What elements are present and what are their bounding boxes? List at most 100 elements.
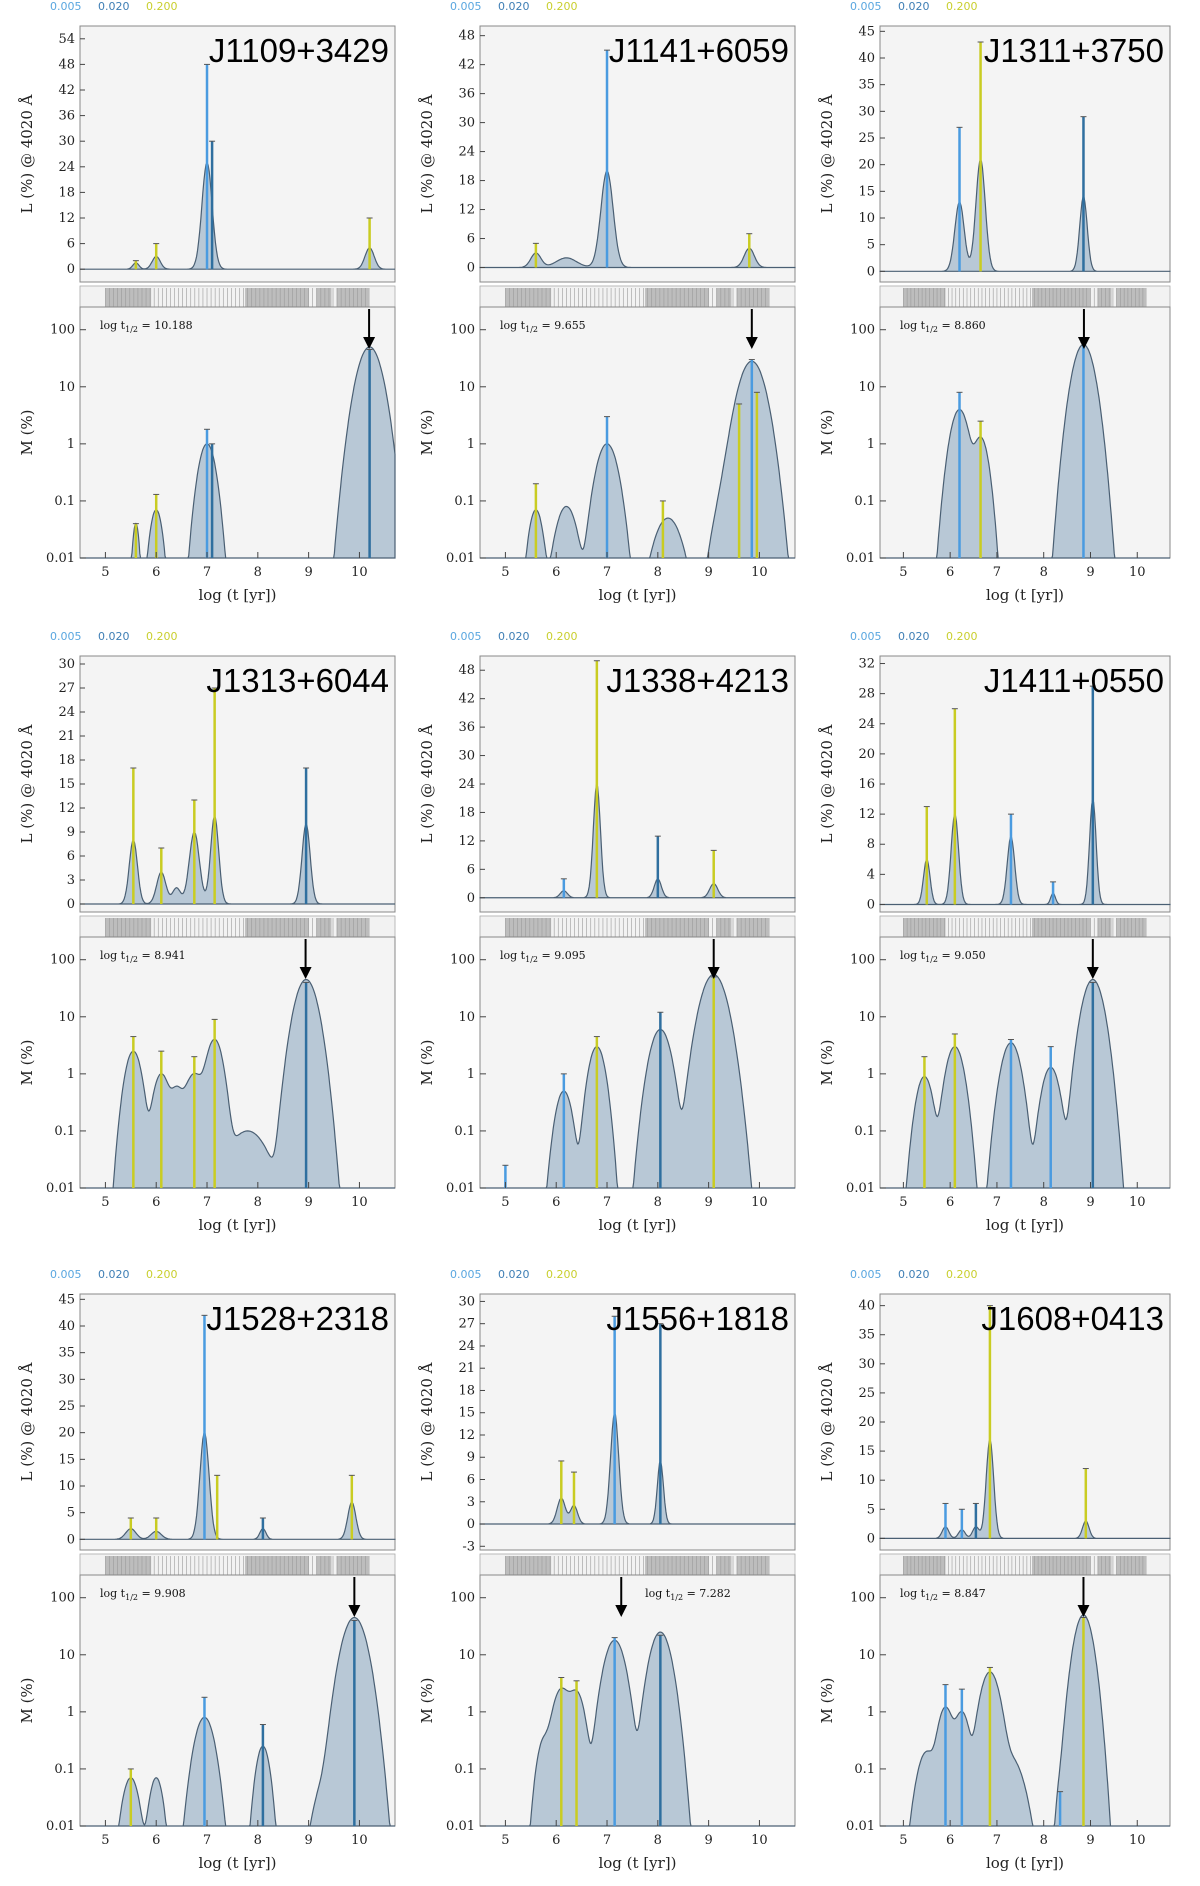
mass-ytick-label: 1: [467, 1705, 475, 1720]
light-ytick-label: 24: [458, 777, 475, 792]
light-ylabel: L (%) @ 4020 Å: [818, 724, 836, 843]
light-ytick-label: -3: [462, 1539, 475, 1554]
mass-panel-frame: [879, 306, 1171, 559]
light-ytick-label: 28: [858, 687, 875, 702]
mass-ytick-label: 0.01: [46, 1181, 75, 1196]
xtick-label: 5: [501, 1195, 509, 1210]
thalf-arrow-head: [1086, 967, 1099, 979]
light-ylabel: L (%) @ 4020 Å: [418, 724, 436, 843]
metallicity-legend-label: 0.005: [50, 0, 82, 13]
mass-ytick-label: 10: [58, 380, 75, 395]
age-band: [105, 918, 152, 938]
xtick-label: 8: [1040, 1195, 1048, 1210]
age-band: [105, 288, 152, 308]
light-ytick-label: 36: [458, 720, 475, 735]
age-band: [105, 1556, 152, 1576]
mass-ylabel: M (%): [418, 1039, 436, 1085]
light-ytick-label: 45: [58, 1292, 75, 1307]
light-ytick-label: 48: [458, 29, 475, 44]
age-band: [1097, 918, 1112, 938]
mass-ylabel: M (%): [818, 409, 836, 455]
xtick-label: 6: [152, 565, 160, 580]
light-ytick-label: 27: [58, 681, 75, 696]
mass-ytick-label: 0.01: [446, 551, 475, 566]
light-ytick-label: 21: [58, 729, 75, 744]
light-ytick-label: 30: [58, 1372, 75, 1387]
metallicity-legend-label: 0.020: [98, 0, 130, 13]
xtick-label: 8: [254, 1833, 262, 1848]
metallicity-legend-label: 0.200: [546, 0, 578, 13]
mass-ylabel: M (%): [818, 1039, 836, 1085]
light-ytick-label: 6: [467, 1473, 475, 1488]
light-ytick-label: 12: [58, 801, 75, 816]
light-ytick-label: 24: [58, 160, 75, 175]
mass-ytick-label: 0.1: [54, 1124, 75, 1139]
mass-ylabel: M (%): [18, 409, 36, 455]
mass-ytick-label: 100: [50, 323, 75, 338]
age-band: [245, 918, 309, 938]
mass-distribution-curve: [880, 343, 1170, 559]
age-band: [1097, 288, 1112, 308]
light-ylabel: L (%) @ 4020 Å: [418, 1362, 436, 1481]
metallicity-legend-label: 0.200: [146, 630, 178, 643]
mass-ytick-label: 0.01: [846, 1819, 875, 1834]
mass-xlabel: log (t [yr]): [986, 586, 1064, 604]
mass-ytick-label: 10: [58, 1648, 75, 1663]
mass-ylabel: M (%): [18, 1039, 36, 1085]
mass-ytick-label: 1: [867, 437, 875, 452]
xtick-label: 10: [351, 565, 368, 580]
mass-ytick-label: 100: [850, 953, 875, 968]
mass-xlabel: log (t [yr]): [598, 1216, 676, 1234]
light-ytick-label: 0: [67, 262, 75, 277]
light-ytick-label: 24: [58, 705, 75, 720]
metallicity-legend-label: 0.020: [98, 630, 130, 643]
object-name: J1411+0550: [984, 662, 1164, 699]
xtick-label: 5: [899, 1833, 907, 1848]
light-distribution-curve: [879, 1438, 1171, 1539]
xtick-label: 9: [304, 1195, 312, 1210]
light-ytick-label: 12: [458, 1428, 475, 1443]
object-name: J1528+2318: [206, 1300, 389, 1337]
light-ytick-label: 12: [458, 834, 475, 849]
light-ytick-label: 42: [458, 58, 475, 73]
light-ytick-label: 8: [867, 837, 875, 852]
light-ytick-label: 0: [467, 1517, 475, 1532]
mass-distribution-curve: [480, 973, 795, 1189]
mass-ytick-label: 0.1: [854, 1124, 875, 1139]
light-ytick-label: 3: [67, 873, 75, 888]
mass-ytick-label: 0.1: [454, 494, 475, 509]
mass-ytick-label: 1: [867, 1067, 875, 1082]
metallicity-legend-label: 0.005: [50, 1268, 82, 1281]
object-name: J1338+4213: [606, 662, 789, 699]
mass-ytick-label: 10: [858, 380, 875, 395]
light-ytick-label: 20: [858, 747, 875, 762]
metallicity-legend-label: 0.200: [946, 630, 978, 643]
thalf-label: log t1/2 = 9.050: [900, 949, 986, 964]
light-ytick-label: 24: [458, 145, 475, 160]
xtick-label: 10: [351, 1833, 368, 1848]
light-ytick-label: 15: [858, 1444, 875, 1459]
age-band: [903, 1556, 946, 1576]
xtick-label: 9: [704, 1833, 712, 1848]
metallicity-legend-label: 0.005: [450, 0, 482, 13]
light-ytick-label: 0: [867, 264, 875, 279]
light-ytick-label: 15: [58, 777, 75, 792]
light-ytick-label: 4: [867, 867, 875, 882]
light-panel-frame: [479, 25, 796, 283]
mass-ytick-label: 0.1: [454, 1762, 475, 1777]
light-ytick-label: 15: [858, 184, 875, 199]
mass-ytick-label: 0.1: [854, 1762, 875, 1777]
mass-xlabel: log (t [yr]): [598, 586, 676, 604]
mass-xlabel: log (t [yr]): [986, 1854, 1064, 1872]
light-ytick-label: 30: [458, 116, 475, 131]
mass-xlabel: log (t [yr]): [198, 1854, 276, 1872]
light-ytick-label: 25: [858, 131, 875, 146]
thalf-arrow-head: [363, 337, 376, 349]
light-ytick-label: 18: [458, 174, 475, 189]
xtick-label: 9: [704, 565, 712, 580]
mass-distribution-curve: [80, 1616, 395, 1827]
metallicity-legend-label: 0.200: [546, 630, 578, 643]
